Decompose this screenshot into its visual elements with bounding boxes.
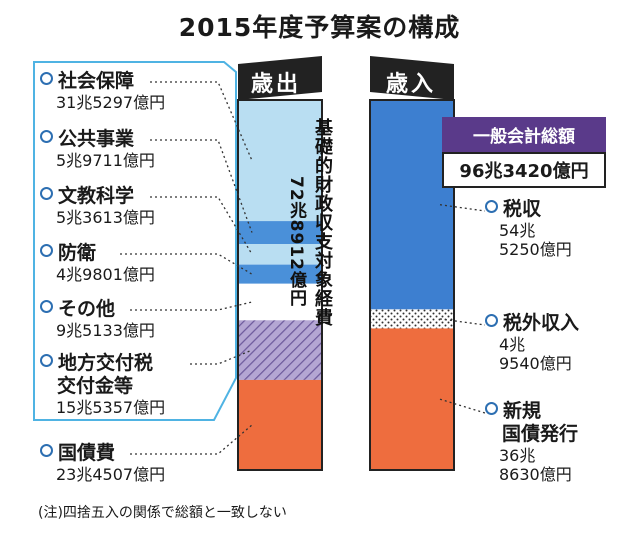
label-tax-revenue: 税収 54兆 5250億円: [485, 198, 572, 259]
center-label-line1: 基礎的財政収支対象経費: [312, 118, 333, 327]
exp-bracket: [33, 61, 237, 421]
label-local-allocation-tax: 地方交付税 交付金等 15兆5357億円: [40, 352, 165, 417]
footnote: (注)四捨五入の関係で総額と一致しない: [38, 505, 287, 521]
label-other: その他 9兆5133億円: [40, 298, 155, 340]
exp-segment-3: [238, 264, 322, 284]
rev-header-ribbon: [370, 56, 454, 100]
total-box: 一般会計総額 96兆3420億円: [442, 117, 606, 188]
label-debt-service: 国債費 23兆4507億円: [40, 442, 165, 484]
center-label-line2: 72兆8912億円: [286, 176, 306, 307]
total-label: 一般会計総額: [442, 117, 606, 152]
rev-bar-outline: [369, 99, 455, 471]
exp-segment-1: [238, 221, 322, 245]
rev-header: 歳入: [386, 72, 437, 97]
total-value: 96兆3420億円: [442, 152, 606, 188]
rev-segment-1: [370, 309, 454, 329]
label-defense: 防衛 4兆9801億円: [40, 242, 155, 284]
exp-bar-outline: [237, 99, 323, 471]
label-social-security: 社会保障 31兆5297億円: [40, 70, 165, 112]
label-education-science: 文教科学 5兆3613億円: [40, 185, 155, 227]
chart-title: 2015年度予算案の構成: [178, 13, 461, 42]
exp-segment-2: [238, 244, 322, 265]
label-new-bonds: 新規 国債発行 36兆 8630億円: [485, 400, 578, 484]
exp-segment-0: [238, 100, 322, 222]
exp-segment-5: [238, 320, 322, 380]
exp-header-ribbon: [238, 56, 322, 100]
exp-leader-0: [150, 81, 253, 161]
exp-segment-4: [238, 283, 322, 321]
label-non-tax-revenue: 税外収入 4兆 9540億円: [485, 312, 579, 373]
label-public-works: 公共事業 5兆9711億円: [40, 128, 155, 170]
exp-segment-6: [238, 379, 322, 470]
exp-leader-4: [130, 301, 253, 311]
exp-header: 歳出: [251, 72, 302, 97]
